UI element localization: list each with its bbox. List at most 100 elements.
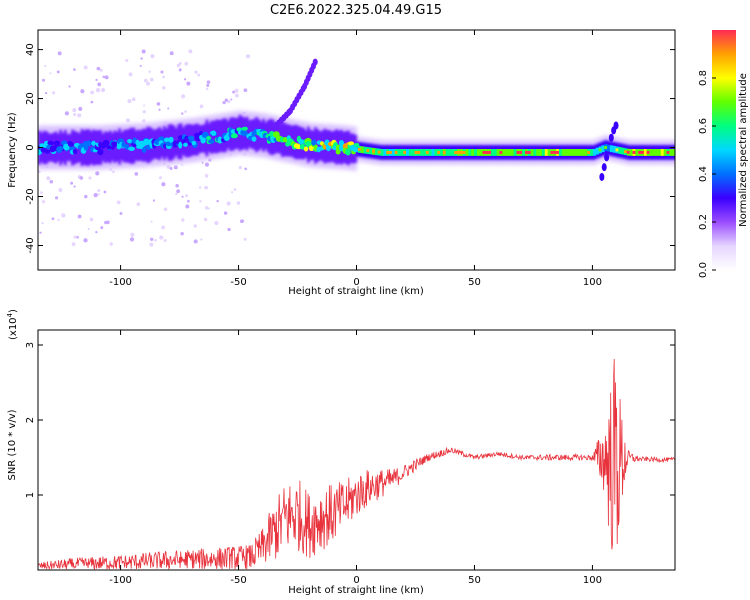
- spectrogram-noise-dot: [100, 226, 104, 230]
- spectrogram-noise-dot: [149, 237, 154, 241]
- spectrogram-noise-dot: [78, 106, 83, 111]
- spectrogram-xtick-label: -50: [230, 277, 246, 288]
- spectrogram-cell: [490, 149, 495, 156]
- snr-xtick-label: 0: [353, 575, 359, 586]
- spectrogram-noise-dot: [103, 190, 107, 194]
- snr-ytick-label: 1: [25, 492, 36, 498]
- spectrogram-cell: [615, 148, 619, 152]
- spectrogram-cell: [629, 149, 634, 156]
- snr-xtick-label: 100: [583, 575, 602, 586]
- spectrogram-noise-dot: [156, 102, 161, 106]
- spectrogram-noise-dot: [96, 66, 101, 71]
- spectrogram-noise-dot: [222, 101, 226, 105]
- spectrogram-noise-dot: [142, 110, 146, 114]
- spectrogram-cell: [208, 139, 215, 144]
- spectrogram-noise-dot: [232, 90, 236, 94]
- colorbar: 0.0 0.2 0.4 0.6 0.8 Normalized spectral ampl…: [698, 30, 749, 278]
- spectrogram-disturbance-cell: [604, 153, 610, 162]
- snr-xlabel: Height of straight line (km): [288, 585, 424, 596]
- spectrogram-noise-dot: [206, 83, 210, 87]
- spectrogram-cell: [67, 140, 73, 146]
- spectrogram-cell: [473, 149, 478, 156]
- spectrogram-cell: [612, 145, 617, 153]
- spectrogram-cell: [451, 149, 455, 156]
- spectrogram-noise-dot: [116, 200, 121, 205]
- spectrogram-noise-dot: [150, 220, 153, 223]
- spectrogram-cell: [363, 146, 367, 154]
- spectrogram-noise-dot: [97, 193, 101, 196]
- spectrogram-disturbance-cell: [613, 121, 619, 130]
- spectrogram-noise-dot: [244, 167, 248, 171]
- spectrogram-cell: [400, 149, 404, 156]
- spectrogram-cell: [505, 149, 509, 156]
- spectrogram-noise-dot: [73, 68, 76, 71]
- spectrogram-noise-dot: [104, 75, 109, 80]
- spectrogram-cell: [669, 149, 673, 156]
- spectrogram-noise-dot: [166, 164, 171, 169]
- spectrogram-noise-dot: [46, 176, 51, 181]
- snr-xtick-label: 50: [468, 575, 481, 586]
- spectrogram-noise-dot: [140, 57, 143, 60]
- spectrogram-cell: [547, 149, 551, 156]
- spectrogram-noise-dot: [142, 119, 146, 123]
- spectrogram-noise-dot: [125, 118, 130, 123]
- spectrogram-noise-dot: [159, 235, 164, 240]
- spectrogram-cell: [374, 148, 379, 156]
- spectrogram-cell: [394, 150, 399, 154]
- spectrogram-noise-dot: [169, 166, 173, 170]
- spectrogram-noise-dot: [143, 78, 148, 83]
- spectrogram-cell: [386, 150, 390, 154]
- spectrogram-cell: [191, 140, 197, 146]
- spectrogram-cell: [457, 150, 461, 154]
- spectrogram-noise-dot: [41, 221, 44, 225]
- spectrogram-cell: [476, 149, 481, 156]
- spectrogram-noise-dot: [161, 182, 166, 187]
- spectrogram-cell: [550, 150, 554, 154]
- spectrogram-cell: [347, 141, 355, 146]
- spectrogram-cell: [141, 146, 147, 153]
- spectrogram-noise-dot: [61, 213, 66, 218]
- spectrogram-cell: [335, 148, 341, 155]
- spectrogram-cell: [72, 149, 78, 155]
- svg-text:(x104): (x104): [6, 309, 19, 340]
- spectrogram-noise-dot: [73, 185, 76, 188]
- spectrogram-noise-dot: [73, 112, 77, 117]
- spectrogram-cell: [303, 146, 309, 152]
- spectrogram-noise-dot: [162, 75, 165, 79]
- spectrogram-noise-dot: [109, 242, 113, 246]
- spectrogram-cell: [493, 149, 498, 156]
- spectrogram-cell: [530, 149, 534, 156]
- spectrogram-cell: [558, 149, 563, 156]
- spectrogram-cell: [440, 149, 444, 156]
- spectrogram-noise-dot: [102, 75, 106, 79]
- spectrogram-noise-dot: [99, 68, 103, 72]
- snr-xtick-label: -100: [109, 575, 132, 586]
- spectrogram-cell: [143, 138, 150, 146]
- spectrogram-cell: [536, 149, 540, 156]
- spectrogram-cell: [389, 150, 393, 154]
- spectrogram-disturbance-cell: [608, 133, 614, 142]
- spectrogram-cell: [638, 150, 642, 154]
- spectrogram-cell: [200, 137, 206, 144]
- spectrogram-noise-dot: [112, 170, 115, 174]
- spectrogram-cell: [97, 148, 104, 156]
- spectrogram-cell: [178, 141, 183, 149]
- spectrogram-cell: [178, 135, 183, 141]
- spectrogram-noise-dot: [178, 68, 182, 71]
- snr-xtick-label: -50: [230, 575, 246, 586]
- spectrogram-cell: [672, 149, 675, 156]
- spectrogram-noise-dot: [204, 206, 209, 210]
- colorbar-gradient: [712, 30, 736, 270]
- spectrogram-cell: [448, 149, 452, 156]
- spectrogram-cell: [454, 150, 458, 154]
- spectrogram-plot-area: [38, 49, 675, 247]
- spectrogram-cell: [584, 149, 588, 156]
- spectrogram-cell: [408, 149, 413, 156]
- spectrogram-noise-dot: [227, 99, 231, 104]
- spectrogram-cell: [420, 149, 424, 156]
- spectrogram-band-cell: [87, 129, 91, 166]
- spectrogram-cell: [397, 149, 401, 156]
- spectrogram-cell: [655, 149, 659, 156]
- spectrogram-noise-dot: [128, 72, 133, 77]
- spectrogram-noise-dot: [41, 200, 46, 204]
